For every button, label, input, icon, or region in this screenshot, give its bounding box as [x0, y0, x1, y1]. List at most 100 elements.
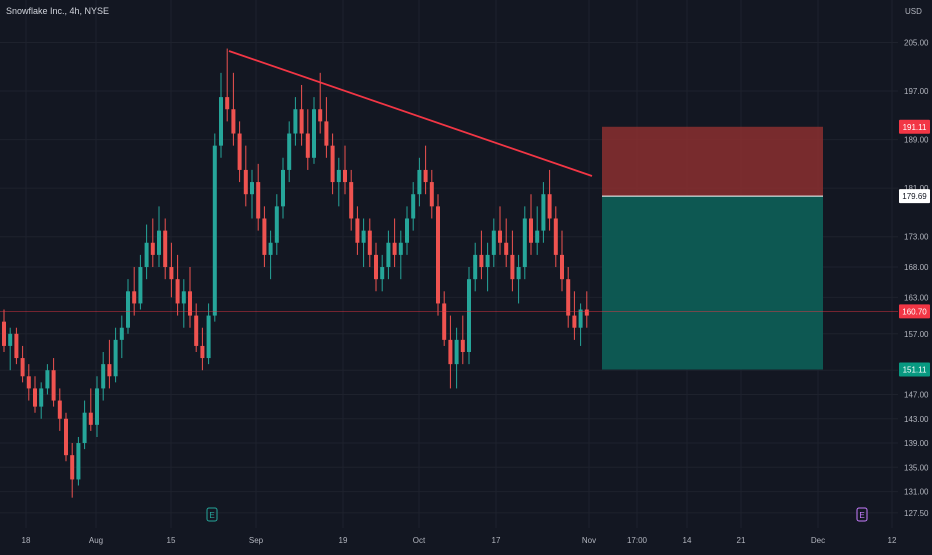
y-tick-label: 131.00: [904, 488, 929, 497]
candle-body: [256, 182, 261, 219]
candle-body: [479, 254, 484, 268]
current-price-badge-bg: [899, 304, 930, 319]
candle-body: [181, 291, 186, 304]
candle-body: [343, 169, 347, 183]
candle-body: [150, 242, 155, 255]
candle-body: [361, 230, 366, 243]
x-tick-label: 12: [888, 536, 897, 545]
y-tick-label: 205.00: [904, 38, 929, 47]
candle-body: [39, 388, 44, 407]
candle-body: [529, 218, 533, 243]
candle-body: [305, 133, 310, 158]
candle-body: [454, 339, 459, 365]
candle-body: [324, 121, 329, 146]
x-tick-label: 17:00: [627, 536, 648, 545]
candle-body: [231, 109, 236, 134]
candle-body: [553, 218, 558, 255]
y-tick-label: 197.00: [904, 87, 929, 96]
candle-body: [219, 97, 223, 146]
y-tick-label: 127.50: [904, 509, 929, 518]
candle-body: [26, 376, 31, 389]
candle-body: [312, 109, 316, 158]
candle-body: [442, 303, 447, 340]
candle-body: [423, 169, 428, 183]
candle-body: [566, 279, 571, 316]
candle-body: [95, 388, 99, 425]
x-tick-label: Aug: [89, 536, 103, 545]
candle-body: [144, 242, 149, 268]
candle-body: [367, 230, 372, 255]
candle-body: [206, 315, 211, 359]
x-tick-label: 17: [492, 536, 501, 545]
trendline: [228, 50, 593, 177]
target-price-badge-bg: [899, 362, 930, 377]
candle-body: [250, 182, 254, 195]
candle-body: [504, 242, 509, 255]
candle-body: [380, 267, 385, 280]
candle-body: [70, 455, 75, 480]
candle-body: [510, 254, 515, 280]
current-price-badge: 160.70: [902, 307, 927, 316]
lines: [0, 50, 898, 312]
candle-body: [107, 364, 112, 377]
price-axis: [898, 0, 932, 550]
candle-body: [281, 169, 285, 207]
x-tick-label: 19: [339, 536, 348, 545]
y-tick-label: 147.00: [904, 390, 929, 399]
candle-body: [119, 327, 124, 340]
candle-body: [8, 333, 13, 346]
event-marker-label: E: [209, 511, 214, 520]
candle-body: [584, 309, 589, 316]
candle-body: [560, 254, 564, 280]
candle-body: [175, 279, 180, 304]
entry-price-badge-bg: [899, 189, 930, 204]
stop-price-badge: 191.11: [903, 123, 927, 132]
candle-body: [386, 242, 391, 268]
candle-body: [287, 133, 292, 170]
candle-body: [473, 254, 478, 280]
candle-body: [243, 169, 248, 195]
candle-body: [516, 267, 521, 280]
candle-body: [64, 418, 68, 456]
y-tick-label: 163.00: [904, 293, 929, 302]
event-marker-box: [856, 507, 868, 522]
y-tick-label: 135.00: [904, 463, 929, 472]
stop-price-badge-bg: [899, 119, 930, 134]
candle-body: [417, 169, 422, 195]
candle-body: [491, 230, 496, 255]
event-marker-box: [206, 507, 218, 522]
x-tick-label: Oct: [413, 536, 426, 545]
y-tick-label: 168.00: [904, 263, 929, 272]
candle-body: [436, 206, 440, 304]
candle-body: [163, 230, 168, 268]
axes: USD205.00197.00189.00181.00173.00168.001…: [22, 0, 932, 550]
x-tick-label: 18: [22, 536, 31, 545]
candle-body: [330, 145, 335, 183]
candle-body: [349, 182, 354, 219]
candle-body: [299, 109, 304, 134]
candle-body: [572, 315, 577, 328]
candle-body: [522, 218, 527, 268]
candle-body: [200, 345, 205, 359]
candle-body: [101, 364, 106, 389]
candle-body: [398, 242, 403, 255]
x-tick-label: Dec: [811, 536, 825, 545]
x-tick-label: 14: [683, 536, 692, 545]
candle-body: [336, 169, 341, 183]
event-marker-label: E: [859, 511, 864, 520]
target-price-badge: 151.11: [903, 366, 927, 375]
candle-body: [355, 218, 360, 243]
price-badges: 191.11 179.69 160.70 151.11: [899, 119, 930, 377]
entry-price-badge: 179.69: [902, 192, 927, 201]
candles: [2, 48, 589, 498]
candle-body: [76, 443, 81, 480]
candle-body: [33, 388, 37, 407]
candle-body: [262, 218, 267, 255]
candle-body: [547, 194, 552, 219]
candle-body: [498, 230, 502, 243]
y-axis-unit: USD: [905, 7, 922, 16]
candle-body: [126, 291, 130, 328]
y-tick-label: 157.00: [904, 330, 929, 339]
